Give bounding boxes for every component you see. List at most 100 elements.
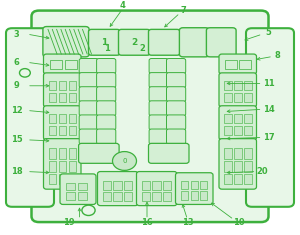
Bar (244, 93, 252, 102)
Bar (190, 191, 198, 200)
FancyBboxPatch shape (79, 129, 98, 144)
Circle shape (20, 69, 30, 77)
FancyBboxPatch shape (149, 129, 168, 144)
Bar (69, 81, 76, 90)
FancyBboxPatch shape (97, 73, 116, 88)
Bar (234, 161, 242, 172)
Bar (234, 114, 242, 123)
Bar (238, 60, 250, 69)
Bar (225, 60, 237, 69)
Text: 18: 18 (11, 167, 22, 176)
Bar (49, 148, 56, 159)
FancyBboxPatch shape (43, 27, 89, 57)
Bar (49, 174, 56, 184)
Bar (69, 148, 76, 159)
Bar (224, 148, 232, 159)
Text: 14: 14 (262, 105, 274, 114)
Bar (224, 126, 232, 135)
Bar (224, 174, 232, 184)
Bar (49, 126, 56, 135)
Bar (234, 174, 242, 184)
Bar (234, 81, 242, 90)
Text: 15: 15 (11, 135, 22, 144)
FancyBboxPatch shape (79, 59, 98, 74)
Bar (78, 192, 87, 200)
Text: 8: 8 (274, 51, 280, 60)
Text: 13: 13 (182, 218, 193, 227)
FancyBboxPatch shape (97, 101, 116, 116)
Text: 7: 7 (180, 6, 186, 15)
Bar (200, 191, 207, 200)
Bar (49, 114, 56, 123)
Bar (224, 81, 232, 90)
FancyBboxPatch shape (149, 87, 168, 102)
FancyBboxPatch shape (88, 29, 120, 55)
Bar (244, 174, 252, 184)
FancyBboxPatch shape (44, 139, 81, 189)
FancyBboxPatch shape (44, 73, 81, 107)
Bar (59, 174, 66, 184)
Bar (59, 81, 66, 90)
Bar (69, 114, 76, 123)
Bar (59, 126, 66, 135)
Bar (142, 181, 150, 190)
FancyBboxPatch shape (97, 129, 116, 144)
Bar (49, 161, 56, 172)
Bar (152, 192, 160, 201)
Bar (59, 93, 66, 102)
FancyBboxPatch shape (167, 101, 186, 116)
Text: 4: 4 (120, 1, 126, 10)
Bar (103, 192, 111, 201)
Bar (49, 81, 56, 90)
Bar (163, 192, 171, 201)
Text: 2: 2 (131, 38, 137, 47)
Bar (66, 183, 75, 190)
Bar (124, 181, 132, 190)
FancyBboxPatch shape (206, 28, 236, 57)
FancyBboxPatch shape (6, 28, 54, 207)
Bar (78, 183, 87, 190)
Bar (244, 81, 252, 90)
FancyBboxPatch shape (167, 59, 186, 74)
FancyBboxPatch shape (148, 29, 180, 55)
Bar (190, 181, 198, 189)
Text: 3: 3 (14, 30, 20, 39)
Bar (64, 60, 76, 69)
Bar (244, 148, 252, 159)
FancyBboxPatch shape (79, 101, 98, 116)
Bar (59, 148, 66, 159)
Bar (234, 93, 242, 102)
Bar (69, 161, 76, 172)
FancyBboxPatch shape (176, 173, 213, 204)
FancyBboxPatch shape (97, 87, 116, 102)
Bar (224, 161, 232, 172)
Bar (181, 191, 188, 200)
FancyBboxPatch shape (149, 59, 168, 74)
FancyBboxPatch shape (136, 172, 177, 206)
Bar (163, 181, 171, 190)
Bar (224, 114, 232, 123)
Bar (69, 174, 76, 184)
FancyBboxPatch shape (167, 73, 186, 88)
Bar (50, 60, 61, 69)
Text: 19: 19 (63, 218, 75, 227)
Text: 1: 1 (103, 44, 109, 53)
Text: 16: 16 (141, 218, 153, 227)
FancyBboxPatch shape (79, 73, 98, 88)
FancyBboxPatch shape (167, 129, 186, 144)
FancyBboxPatch shape (149, 101, 168, 116)
Bar (244, 126, 252, 135)
Bar (59, 161, 66, 172)
Bar (124, 192, 132, 201)
Bar (103, 181, 111, 190)
Circle shape (82, 205, 95, 215)
Text: 5: 5 (266, 28, 272, 37)
FancyBboxPatch shape (219, 73, 256, 107)
Bar (142, 192, 150, 201)
FancyBboxPatch shape (246, 28, 294, 207)
Bar (224, 93, 232, 102)
FancyBboxPatch shape (118, 29, 150, 55)
FancyBboxPatch shape (219, 139, 256, 189)
Circle shape (112, 152, 136, 170)
Text: 12: 12 (11, 106, 22, 115)
